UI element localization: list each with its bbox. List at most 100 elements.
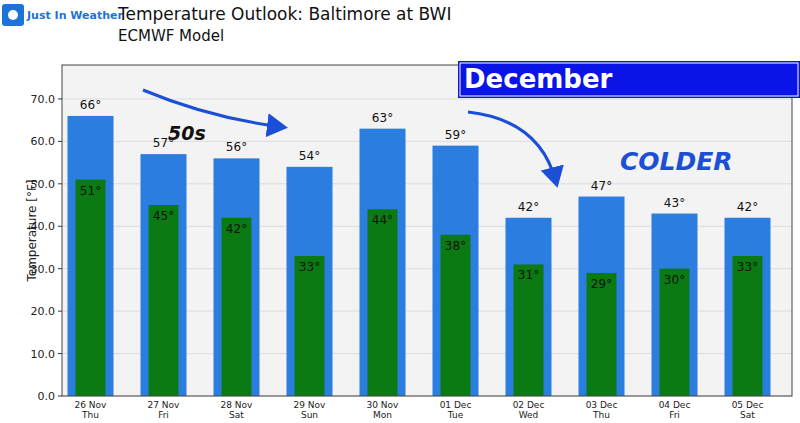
logo-text: Just In Weather (26, 9, 123, 22)
bar (149, 205, 179, 396)
bar (141, 154, 187, 396)
bar (579, 197, 625, 396)
bar (660, 269, 690, 396)
x-tick-line: Tue (447, 410, 464, 420)
data-label: 54° (299, 149, 320, 163)
x-tick-line: 01 Dec (440, 400, 472, 410)
bar (587, 273, 617, 396)
data-label: 38° (445, 239, 466, 253)
tick (58, 226, 62, 227)
data-label: 59° (445, 128, 466, 142)
x-tick-label: 04 DecFri (659, 400, 691, 420)
banner-border (460, 63, 798, 96)
x-tick-label: 28 NovSat (221, 400, 254, 420)
x-tick-label: 27 NovFri (148, 400, 181, 420)
bar (652, 214, 698, 396)
x-tick-line: Mon (373, 410, 392, 420)
arrow (143, 90, 282, 127)
x-tick-line: 04 Dec (659, 400, 691, 410)
data-label: 51° (80, 184, 101, 198)
data-label: 66° (80, 98, 101, 112)
bar (433, 146, 479, 396)
tick (58, 183, 62, 184)
arrow (468, 112, 556, 182)
logo-icon (2, 4, 24, 26)
bar (214, 158, 260, 396)
data-label: 31° (518, 268, 539, 282)
tick (58, 311, 62, 312)
x-tick-label: 01 DecTue (440, 400, 472, 420)
logo-icon-mark (8, 10, 18, 20)
x-tick-label: 02 DecWed (513, 400, 545, 420)
plot-frame (62, 65, 792, 396)
bar (441, 235, 471, 396)
bar (733, 256, 763, 396)
data-labels: 66°57°56°54°63°59°42°47°43°42°51°45°42°3… (80, 98, 758, 291)
tick-label: 60.0 (31, 135, 56, 148)
plot-area (62, 65, 792, 396)
banner (458, 61, 800, 98)
banner-text: December (464, 64, 613, 94)
x-tick-line: Wed (519, 410, 539, 420)
x-tick-label: 29 NovSun (294, 400, 327, 420)
x-tick-label: 26 NovThu (75, 400, 108, 420)
x-tick-line: Thu (592, 410, 610, 420)
grid-line (62, 98, 792, 99)
bar (725, 218, 771, 396)
data-label: 29° (591, 277, 612, 291)
bar (222, 218, 252, 396)
x-tick-label: 05 DecSat (732, 400, 764, 420)
bar (360, 129, 406, 396)
chart: 0.010.020.030.040.050.060.070.066°57°56°… (0, 0, 800, 423)
x-tick-line: Fri (158, 410, 169, 420)
x-tick-label: 03 DecThu (586, 400, 618, 420)
data-label: 47° (591, 179, 612, 193)
x-tick-line: 05 Dec (732, 400, 764, 410)
x-tick-line: Thu (81, 410, 99, 420)
x-tick-line: 27 Nov (148, 400, 181, 410)
x-tick-line: 29 Nov (294, 400, 327, 410)
tick (58, 141, 62, 142)
bars (68, 116, 771, 396)
subtitle: ECMWF Model (118, 27, 224, 45)
tick-label: 0.0 (38, 390, 56, 403)
data-label: 42° (226, 222, 247, 236)
bar (76, 180, 106, 396)
data-label: 44° (372, 213, 393, 227)
x-tick-line: Sat (740, 410, 755, 420)
bar (368, 209, 398, 396)
tick (58, 98, 62, 99)
data-label: 63° (372, 111, 393, 125)
x-tick-line: Sat (229, 410, 244, 420)
tick (58, 353, 62, 354)
data-label: 43° (664, 196, 685, 210)
data-label: 56° (226, 140, 247, 154)
bar (295, 256, 325, 396)
x-tick-line: 03 Dec (586, 400, 618, 410)
data-label: 30° (664, 273, 685, 287)
bar (68, 116, 114, 396)
x-tick-line: Fri (669, 410, 680, 420)
annotation: COLDER (620, 147, 733, 176)
x-tick-label: 30 NovMon (367, 400, 400, 420)
tick (58, 268, 62, 269)
title: Temperature Outlook: Baltimore at BWI (117, 4, 451, 24)
x-tick-line: Sun (301, 410, 318, 420)
data-label: 33° (299, 260, 320, 274)
bar (287, 167, 333, 396)
data-label: 33° (737, 260, 758, 274)
x-tick-line: 26 Nov (75, 400, 108, 410)
annotation: 50s (168, 122, 206, 144)
data-label: 42° (737, 200, 758, 214)
tick-label: 10.0 (31, 348, 56, 361)
x-tick-line: 02 Dec (513, 400, 545, 410)
bar (514, 264, 544, 396)
data-label: 45° (153, 209, 174, 223)
tick-label: 70.0 (31, 93, 56, 106)
tick-label: 20.0 (31, 305, 56, 318)
tick (58, 396, 62, 397)
data-label: 42° (518, 200, 539, 214)
y-axis-label: Temperature [°F] (25, 179, 39, 282)
x-tick-line: 30 Nov (367, 400, 400, 410)
x-tick-line: 28 Nov (221, 400, 254, 410)
